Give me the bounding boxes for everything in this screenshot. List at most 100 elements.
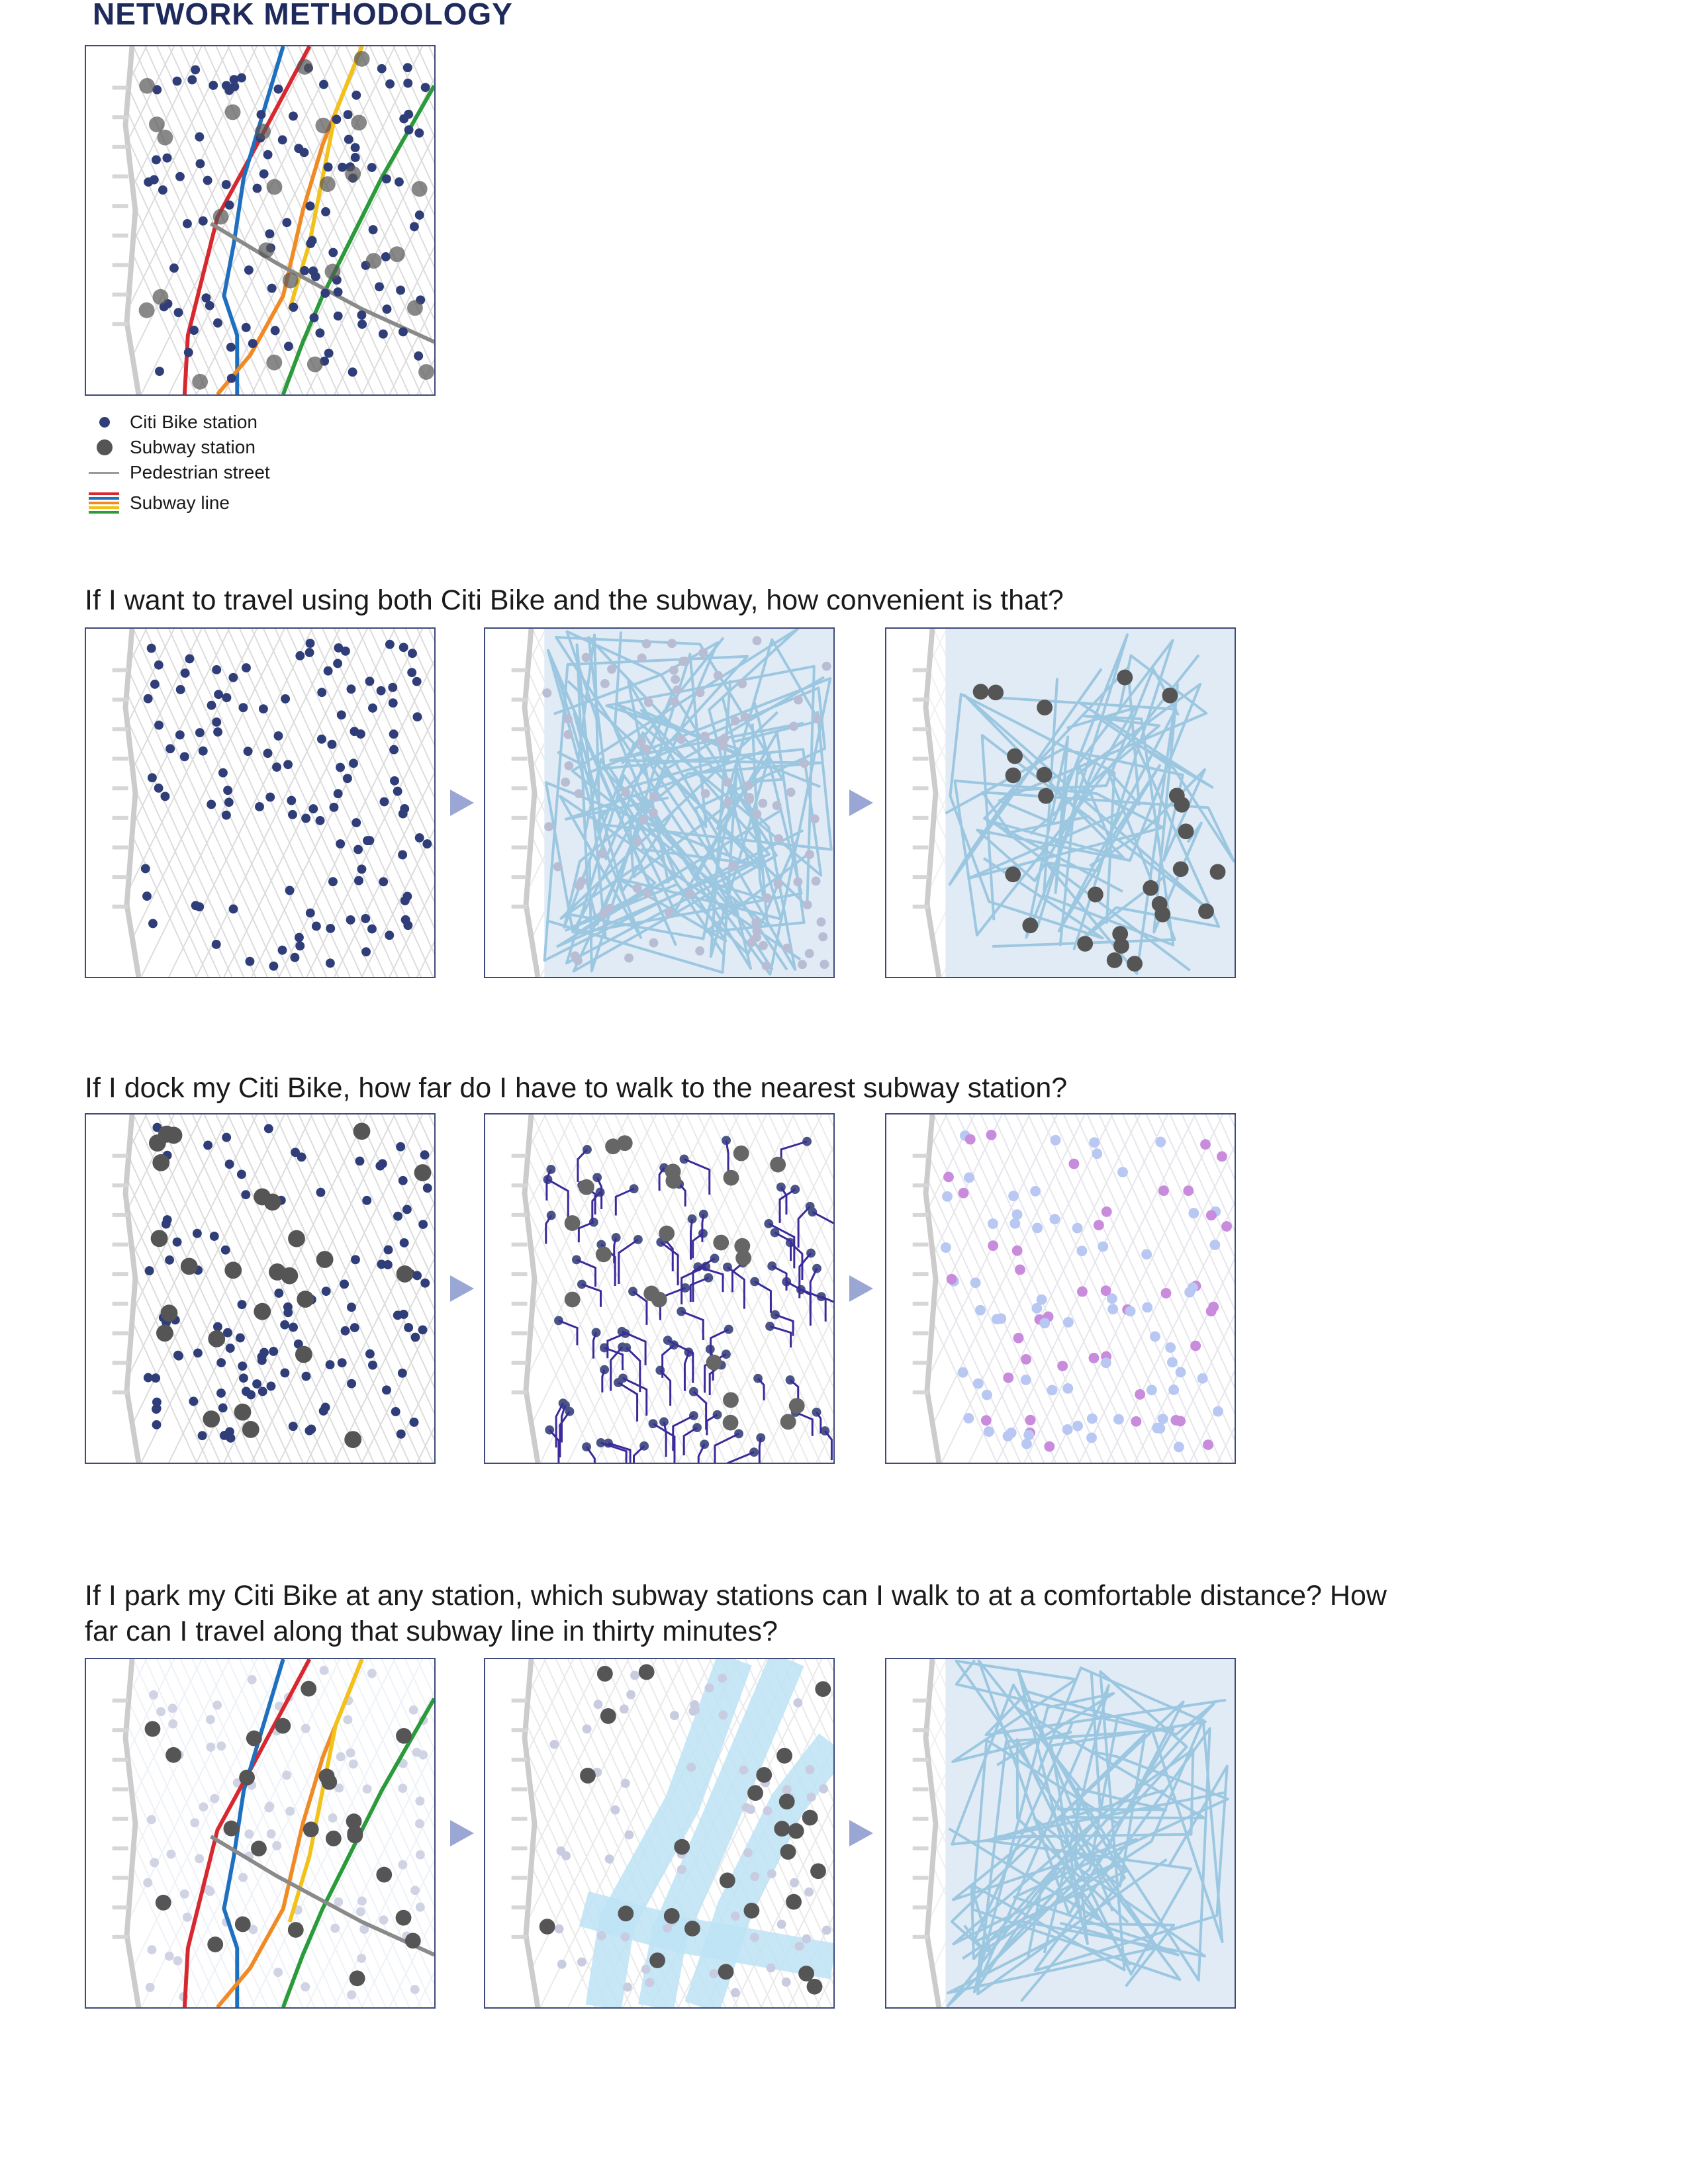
citibike-station	[158, 185, 167, 195]
subway-line	[216, 1659, 364, 2007]
citibike-station	[338, 162, 348, 172]
citibike-station	[704, 1273, 714, 1283]
citibike-station	[410, 1985, 420, 1995]
subway-station	[1127, 956, 1143, 972]
walk-distance-point	[963, 1413, 974, 1424]
citibike-station	[162, 153, 172, 163]
subway-station	[1038, 788, 1054, 804]
subway-station	[251, 1841, 267, 1857]
subway-station	[618, 1905, 634, 1922]
citibike-station	[333, 659, 343, 668]
walk-distance-point	[1175, 1367, 1186, 1378]
citibike-station	[179, 752, 189, 762]
citibike-station	[283, 760, 293, 770]
citibike-station	[150, 1858, 160, 1868]
citibike-station	[288, 1422, 298, 1432]
subway-station	[165, 1747, 182, 1763]
subway-station	[224, 1261, 242, 1279]
walk-path	[601, 1369, 606, 1392]
subway-station	[780, 1844, 796, 1860]
walk-path	[680, 1265, 706, 1304]
subway-station	[275, 1717, 291, 1734]
zone-boundary	[945, 748, 1206, 867]
citibike-station	[211, 939, 221, 949]
zone-boundary	[543, 655, 833, 962]
walk-distance-point	[1157, 1414, 1168, 1424]
subway-station	[733, 1145, 749, 1161]
citibike-station	[328, 877, 338, 887]
q1-map-zones-canvas	[485, 629, 833, 977]
citibike-station	[222, 1328, 232, 1338]
subway-station	[152, 1154, 170, 1171]
citibike-station	[140, 864, 150, 874]
subway-station	[1077, 936, 1094, 952]
citibike-station	[320, 1402, 330, 1412]
zone-boundary	[1037, 1666, 1207, 1987]
subway-station	[1005, 866, 1021, 883]
citibike-station	[143, 694, 153, 704]
citibike-station	[781, 1978, 791, 1987]
walk-distance-point	[988, 1218, 998, 1229]
walk-path	[701, 1214, 705, 1242]
citibike-station	[381, 174, 391, 184]
subway-station	[723, 1169, 739, 1186]
pier	[112, 1846, 128, 1850]
citibike-station	[577, 1957, 586, 1967]
walk-path	[626, 1347, 641, 1392]
subway-station	[1007, 748, 1023, 764]
citibike-station	[355, 1907, 365, 1917]
shoreline	[522, 1659, 541, 2007]
pier	[112, 144, 128, 149]
citibike-station	[289, 1322, 299, 1332]
walk-distance-point	[1025, 1414, 1036, 1426]
citibike-station	[263, 1124, 273, 1134]
citibike-station	[403, 921, 413, 931]
citibike-station	[395, 177, 404, 187]
subway-station	[802, 1809, 818, 1826]
subway-station	[288, 1230, 305, 1248]
citibike-station	[297, 1152, 306, 1162]
subway-station	[234, 1403, 252, 1421]
q2-map-walk-paths-canvas	[485, 1115, 833, 1463]
citibike-station	[235, 1333, 245, 1343]
citibike-station	[238, 1361, 248, 1371]
walk-distance-point	[1113, 1414, 1124, 1425]
subway-station	[595, 1246, 612, 1263]
citibike-station	[402, 1205, 412, 1214]
citibike-station	[340, 1326, 350, 1336]
subway-station	[718, 1964, 734, 1980]
citibike-station	[811, 876, 821, 886]
citibike-station	[388, 682, 398, 692]
pier	[112, 1787, 128, 1792]
subway-station	[254, 1302, 271, 1320]
subway-station	[1143, 880, 1159, 896]
subway-station	[1209, 864, 1226, 880]
pier	[112, 204, 128, 208]
walk-distance-point	[1141, 1249, 1152, 1260]
subway-station	[643, 1285, 660, 1302]
pier	[912, 1212, 929, 1217]
q3-map-corridors-canvas	[485, 1659, 833, 2007]
citibike-station	[244, 265, 254, 275]
citibike-station	[375, 1161, 385, 1171]
walk-distance-point	[1217, 1151, 1227, 1162]
walk-distance-point	[1135, 1388, 1146, 1400]
walk-path	[622, 1330, 647, 1365]
citibike-station	[357, 864, 367, 874]
pier	[511, 1390, 528, 1394]
citibike-station	[563, 730, 573, 739]
citibike-station	[179, 1889, 189, 1899]
citibike-station	[397, 1368, 407, 1378]
pier	[112, 1390, 128, 1394]
citibike-station	[365, 676, 375, 686]
citibike-station	[274, 1288, 284, 1298]
citibike-station	[323, 666, 333, 676]
citibike-station	[221, 180, 231, 189]
citibike-station	[187, 75, 197, 85]
citibike-station	[315, 815, 325, 825]
citibike-station	[144, 1266, 154, 1276]
citibike-station	[222, 693, 232, 703]
citibike-station	[236, 1169, 246, 1179]
citibike-station	[347, 1302, 356, 1312]
citibike-station	[321, 1287, 331, 1297]
